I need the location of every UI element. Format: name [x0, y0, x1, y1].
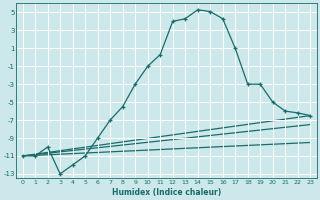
X-axis label: Humidex (Indice chaleur): Humidex (Indice chaleur)	[112, 188, 221, 197]
